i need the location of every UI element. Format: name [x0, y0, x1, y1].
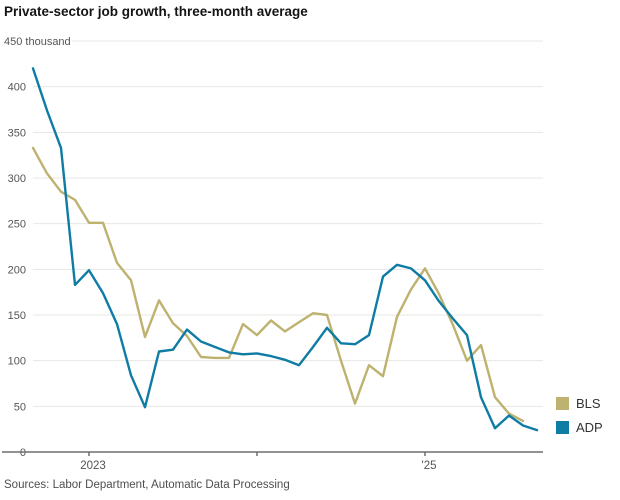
x-axis-tick-label: 2023 — [80, 460, 106, 472]
y-axis-tick-label: 150 — [8, 310, 26, 322]
bls-swatch-icon — [556, 397, 569, 410]
y-axis-tick-label: 350 — [8, 127, 26, 139]
y-axis-tick-label: 300 — [8, 173, 26, 185]
source-attribution: Sources: Labor Department, Automatic Dat… — [4, 479, 290, 491]
x-axis-tick-label: '25 — [422, 460, 437, 472]
adp-swatch-icon — [556, 421, 569, 434]
y-axis-tick-label: 250 — [8, 219, 26, 231]
y-axis-tick-label: 0 — [20, 447, 26, 459]
legend-item-adp: ADP — [556, 420, 603, 435]
series-line-adp — [31, 67, 539, 432]
y-axis-tick-label: 400 — [8, 82, 26, 94]
y-axis-unit-label: 450 thousand — [4, 36, 71, 48]
legend-label-adp: ADP — [576, 420, 603, 435]
series-line-bls — [31, 146, 525, 423]
y-axis-tick-label: 200 — [8, 264, 26, 276]
y-axis-tick-label: 100 — [8, 356, 26, 368]
legend-label-bls: BLS — [576, 396, 601, 411]
y-axis-tick-label: 50 — [14, 401, 26, 413]
legend-item-bls: BLS — [556, 396, 603, 411]
chart-title: Private-sector job growth, three-month a… — [4, 4, 308, 19]
chart-legend: BLS ADP — [556, 396, 603, 444]
